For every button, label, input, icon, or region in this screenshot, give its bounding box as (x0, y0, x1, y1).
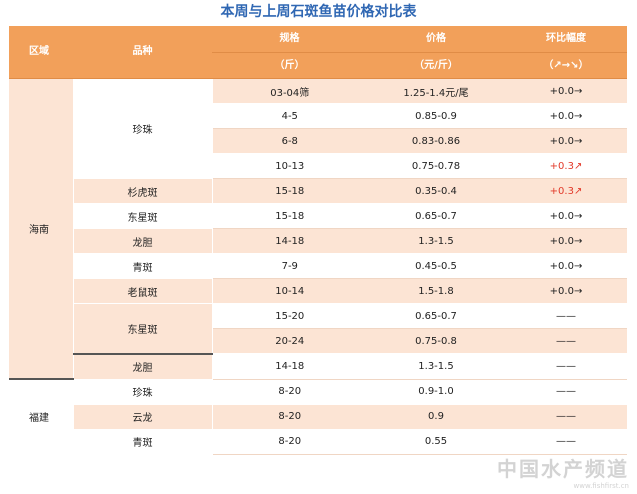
watermark-text: 中国水产频道 (497, 457, 629, 481)
header-region: 区域 (9, 26, 73, 79)
spec-cell: 4-5 (212, 103, 367, 129)
spec-cell: 7-9 (212, 253, 367, 279)
spec-cell: 8-20 (212, 379, 367, 405)
price-cell: 0.9 (367, 404, 505, 430)
price-cell: 0.35-0.4 (367, 178, 505, 204)
change-cell: +0.0→ (505, 128, 627, 154)
change-cell: —— (505, 328, 627, 354)
variety-cell: 珍珠 (73, 78, 213, 179)
watermark-logo: 中国水产频道 www.fishfirst.cn (497, 453, 629, 490)
table-row: 老鼠斑 10-14 1.5-1.8 +0.0→ (9, 278, 627, 304)
price-table: 区域 品种 规格 价格 环比幅度 （斤） （元/斤） （↗→↘） 海南 珍珠 0… (9, 26, 627, 455)
spec-cell: 03-04筛 (212, 78, 367, 104)
table-row: 6-8 0.83-0.86 +0.0→ (9, 128, 627, 154)
table-row: 4-5 0.85-0.9 +0.0→ (9, 103, 627, 129)
spec-cell: 15-20 (212, 303, 367, 329)
page-title: 本周与上周石斑鱼苗价格对比表 (220, 4, 417, 20)
table-row: 福建 珍珠 8-20 0.9-1.0 —— (9, 379, 627, 455)
change-cell: —— (505, 379, 627, 405)
variety-cell: 杉虎斑 (73, 178, 213, 204)
variety-cell: 青斑 (73, 253, 213, 279)
table-row: 杉虎斑 15-18 0.35-0.4 +0.3↗ (9, 178, 627, 204)
variety-cell: 珍珠 (73, 379, 213, 405)
header-variety: 品种 (73, 26, 212, 79)
price-cell: 1.25-1.4元/尾 (367, 78, 505, 104)
spec-cell: 8-20 (212, 404, 367, 430)
table-row: 云龙 8-20 0.9 —— (9, 404, 627, 430)
header-spec: 规格 (212, 26, 367, 53)
spec-cell: 15-18 (212, 178, 367, 204)
price-cell: 1.3-1.5 (367, 353, 505, 380)
table-row: 海南 珍珠 03-04筛 1.25-1.4元/尾 +0.0→ (9, 78, 627, 380)
change-cell: +0.3↗ (505, 178, 627, 204)
price-cell: 0.65-0.7 (367, 303, 505, 329)
change-cell: —— (505, 353, 627, 380)
price-cell: 0.75-0.78 (367, 153, 505, 179)
price-cell: 0.75-0.8 (367, 328, 505, 354)
header-change-unit: （↗→↘） (505, 52, 627, 79)
header-spec-unit: （斤） (212, 52, 367, 79)
table-row: 龙胆 14-18 1.3-1.5 —— (9, 353, 627, 380)
change-cell: +0.0→ (505, 203, 627, 229)
change-cell: +0.0→ (505, 278, 627, 304)
spec-cell: 14-18 (212, 353, 367, 380)
table-row: 10-13 0.75-0.78 +0.3↗ (9, 153, 627, 179)
price-cell: 0.83-0.86 (367, 128, 505, 154)
region-cell-fujian: 福建 (9, 379, 74, 455)
spec-cell: 20-24 (212, 328, 367, 354)
spec-cell: 14-18 (212, 228, 367, 254)
change-cell: +0.0→ (505, 78, 627, 104)
table-row: 龙胆 14-18 1.3-1.5 +0.0→ (9, 228, 627, 254)
region-cell-hainan: 海南 (9, 78, 74, 380)
spec-cell: 10-13 (212, 153, 367, 179)
spec-cell: 8-20 (212, 429, 367, 455)
variety-cell: 云龙 (73, 404, 213, 430)
price-cell: 0.85-0.9 (367, 103, 505, 129)
price-cell: 1.3-1.5 (367, 228, 505, 254)
table-row: 青斑 7-9 0.45-0.5 +0.0→ (9, 253, 627, 279)
variety-cell: 东星斑 (73, 303, 213, 355)
change-cell: —— (505, 303, 627, 329)
change-cell: +0.0→ (505, 228, 627, 254)
table-row: 20-24 0.75-0.8 —— (9, 328, 627, 354)
change-cell: —— (505, 429, 627, 455)
price-cell: 0.65-0.7 (367, 203, 505, 229)
change-cell: +0.0→ (505, 253, 627, 279)
variety-cell: 青斑 (73, 429, 213, 455)
table-row: 青斑 8-20 0.55 —— (9, 429, 627, 455)
change-cell: +0.0→ (505, 103, 627, 129)
price-cell: 0.55 (367, 429, 505, 455)
header-price-unit: （元/斤） (367, 52, 505, 79)
header-change: 环比幅度 (505, 26, 627, 53)
variety-cell: 龙胆 (73, 228, 213, 254)
change-cell: —— (505, 404, 627, 430)
table-row: 东星斑 15-20 0.65-0.7 —— (9, 303, 627, 355)
price-cell: 0.9-1.0 (367, 379, 505, 405)
spec-cell: 10-14 (212, 278, 367, 304)
spec-cell: 6-8 (212, 128, 367, 154)
watermark-url: www.fishfirst.cn (573, 482, 629, 490)
price-cell: 1.5-1.8 (367, 278, 505, 304)
table-row: 东星斑 15-18 0.65-0.7 +0.0→ (9, 203, 627, 229)
variety-cell: 东星斑 (73, 203, 213, 229)
variety-cell: 老鼠斑 (73, 278, 213, 304)
spec-cell: 15-18 (212, 203, 367, 229)
change-cell: +0.3↗ (505, 153, 627, 179)
variety-cell: 龙胆 (73, 353, 213, 380)
price-cell: 0.45-0.5 (367, 253, 505, 279)
header-price: 价格 (367, 26, 505, 53)
